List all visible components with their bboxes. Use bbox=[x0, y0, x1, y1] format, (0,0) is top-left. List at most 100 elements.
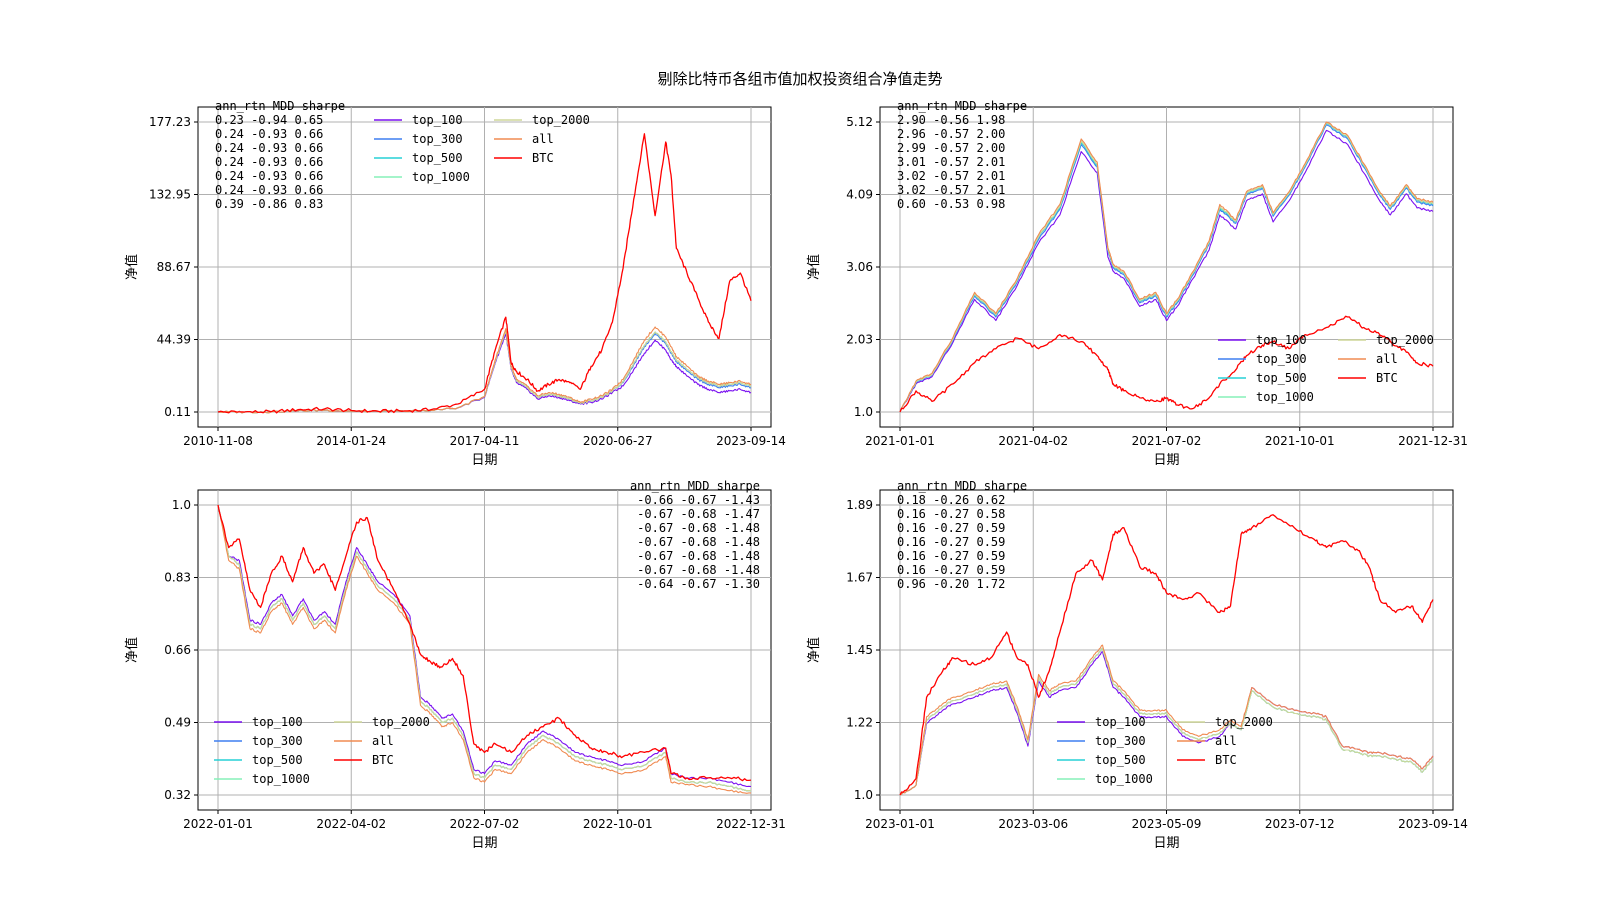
stats-row: -0.67 -0.68 -1.48 bbox=[637, 563, 760, 577]
stats-header: ann_rtn MDD sharpe bbox=[215, 99, 345, 113]
y-tick-label: 177.23 bbox=[149, 115, 191, 129]
legend-label-top_1000: top_1000 bbox=[1095, 772, 1153, 786]
subplot-grid: 0.11 44.39 88.67 132.95 177.23 2010-11-08 2014… bbox=[124, 99, 1468, 851]
series-lines bbox=[217, 133, 752, 414]
legend-label-top_100: top_100 bbox=[252, 715, 303, 729]
stats-row: 0.24 -0.93 0.66 bbox=[215, 141, 323, 155]
y-tick-label: 2.03 bbox=[846, 333, 873, 347]
legend-label-top_300: top_300 bbox=[252, 734, 303, 748]
x-tick-label: 2010-11-08 bbox=[183, 434, 253, 448]
y-axis-label: 净值 bbox=[124, 637, 140, 663]
legend-label-top_1000: top_1000 bbox=[412, 170, 470, 184]
legend-label-top_500: top_500 bbox=[252, 753, 303, 767]
stats-row: 0.16 -0.27 0.59 bbox=[897, 521, 1005, 535]
stats-row: 0.16 -0.27 0.59 bbox=[897, 535, 1005, 549]
figure-title: 剔除比特币各组市值加权投资组合净值走势 bbox=[657, 70, 942, 88]
y-tick-label: 88.67 bbox=[157, 260, 191, 274]
y-tick-label: 0.66 bbox=[164, 643, 191, 657]
stats-row: 0.16 -0.27 0.58 bbox=[897, 507, 1005, 521]
x-tick-label: 2023-09-14 bbox=[1398, 817, 1468, 831]
series-line-all bbox=[217, 504, 751, 794]
x-axis-label: 日期 bbox=[471, 836, 497, 851]
legend-label-top_300: top_300 bbox=[412, 132, 463, 146]
legend-label-all: all bbox=[1376, 352, 1398, 366]
stats-row: 0.16 -0.27 0.59 bbox=[897, 549, 1005, 563]
legend-label-all: all bbox=[1215, 734, 1237, 748]
y-tick-label: 5.12 bbox=[846, 115, 873, 129]
legend-label-top_2000: top_2000 bbox=[532, 113, 590, 127]
y-tick-label: 1.0 bbox=[854, 788, 873, 802]
stats-row: -0.64 -0.67 -1.30 bbox=[637, 577, 760, 591]
subplot-1: 0.11 44.39 88.67 132.95 177.23 2010-11-08 2014… bbox=[124, 99, 786, 468]
series-line-all bbox=[217, 326, 752, 414]
x-tick-label: 2022-07-02 bbox=[450, 817, 520, 831]
x-tick-label: 2023-01-01 bbox=[865, 817, 935, 831]
series-line-top_100 bbox=[899, 129, 1434, 413]
legend-label-top_500: top_500 bbox=[1256, 371, 1307, 385]
y-tick-label: 1.89 bbox=[846, 498, 873, 512]
legend: top_100 top_300 top_500 top_1000 top_2000all… bbox=[1057, 715, 1273, 786]
stats-row: 0.39 -0.86 0.83 bbox=[215, 197, 323, 211]
stats-row: -0.67 -0.68 -1.48 bbox=[637, 521, 760, 535]
stats-header: ann_rtn MDD sharpe bbox=[630, 479, 760, 493]
stats-row: 2.90 -0.56 1.98 bbox=[897, 113, 1005, 127]
stats-row: -0.67 -0.68 -1.47 bbox=[637, 507, 760, 521]
stats-row: -0.67 -0.68 -1.48 bbox=[637, 535, 760, 549]
y-tick-label: 1.22 bbox=[846, 716, 873, 730]
y-tick-label: 4.09 bbox=[846, 188, 873, 202]
stats-row: 0.24 -0.93 0.66 bbox=[215, 169, 323, 183]
y-tick-label: 1.45 bbox=[846, 643, 873, 657]
legend-label-top_2000: top_2000 bbox=[1376, 333, 1434, 347]
stats-table: ann_rtn MDD sharpe 2.90 -0.56 1.98 2.96 … bbox=[897, 99, 1027, 211]
legend: top_100 top_300 top_500 top_1000 top_2000all… bbox=[214, 715, 430, 786]
x-tick-label: 2021-10-01 bbox=[1265, 434, 1335, 448]
legend-label-top_2000: top_2000 bbox=[1215, 715, 1273, 729]
stats-row: 0.60 -0.53 0.98 bbox=[897, 197, 1005, 211]
series-line-top_2000 bbox=[899, 122, 1434, 413]
series-line-all bbox=[899, 121, 1434, 413]
stats-row: 0.16 -0.27 0.59 bbox=[897, 563, 1005, 577]
stats-header: ann_rtn MDD sharpe bbox=[897, 479, 1027, 493]
legend-label-BTC: BTC bbox=[1376, 371, 1398, 385]
x-tick-label: 2023-07-12 bbox=[1265, 817, 1335, 831]
y-axis-label: 净值 bbox=[124, 254, 140, 280]
stats-row: 0.24 -0.93 0.66 bbox=[215, 127, 323, 141]
legend-label-BTC: BTC bbox=[532, 151, 554, 165]
x-axis-label: 日期 bbox=[471, 453, 497, 468]
series-line-top_100 bbox=[217, 504, 752, 788]
legend-label-top_100: top_100 bbox=[1256, 333, 1307, 347]
y-tick-label: 0.32 bbox=[164, 788, 191, 802]
subplot-4: 1.0 1.22 1.45 1.67 1.89 2023-01-01 2023-03-06 2… bbox=[806, 479, 1468, 851]
stats-table: ann_rtn MDD sharpe 0.23 -0.94 0.65 0.24 … bbox=[215, 99, 345, 211]
x-tick-label: 2021-04-02 bbox=[998, 434, 1068, 448]
legend-label-top_1000: top_1000 bbox=[1256, 390, 1314, 404]
legend-label-top_2000: top_2000 bbox=[372, 715, 430, 729]
legend-label-top_1000: top_1000 bbox=[252, 772, 310, 786]
y-tick-label: 44.39 bbox=[157, 333, 191, 347]
y-tick-label: 1.67 bbox=[846, 571, 873, 585]
stats-row: 3.02 -0.57 2.01 bbox=[897, 183, 1005, 197]
y-tick-label: 132.95 bbox=[149, 188, 191, 202]
series-line-BTC bbox=[217, 504, 752, 782]
subplot-3: 0.32 0.49 0.66 0.83 1.0 2022-01-01 2022-04-02 2… bbox=[124, 479, 786, 851]
y-axis-label: 净值 bbox=[806, 254, 822, 280]
x-axis-label: 日期 bbox=[1153, 453, 1179, 468]
x-tick-label: 2022-10-01 bbox=[583, 817, 653, 831]
x-tick-label: 2017-04-11 bbox=[450, 434, 520, 448]
series-line-top_300 bbox=[899, 124, 1434, 413]
x-tick-label: 2021-07-02 bbox=[1132, 434, 1202, 448]
legend-label-BTC: BTC bbox=[1215, 753, 1237, 767]
legend-label-top_100: top_100 bbox=[1095, 715, 1146, 729]
x-tick-label: 2021-12-31 bbox=[1398, 434, 1468, 448]
legend-label-top_300: top_300 bbox=[1095, 734, 1146, 748]
legend-label-all: all bbox=[372, 734, 394, 748]
stats-row: 0.24 -0.93 0.66 bbox=[215, 183, 323, 197]
subplot-2: 1.0 2.03 3.06 4.09 5.12 2021-01-01 2021-04-02 2… bbox=[806, 99, 1468, 468]
y-tick-label: 1.0 bbox=[172, 498, 191, 512]
x-tick-label: 2020-06-27 bbox=[583, 434, 653, 448]
stats-row: 2.99 -0.57 2.00 bbox=[897, 141, 1005, 155]
y-tick-label: 3.06 bbox=[846, 260, 873, 274]
x-tick-label: 2022-04-02 bbox=[316, 817, 386, 831]
series-line-top_2000 bbox=[899, 647, 1434, 796]
